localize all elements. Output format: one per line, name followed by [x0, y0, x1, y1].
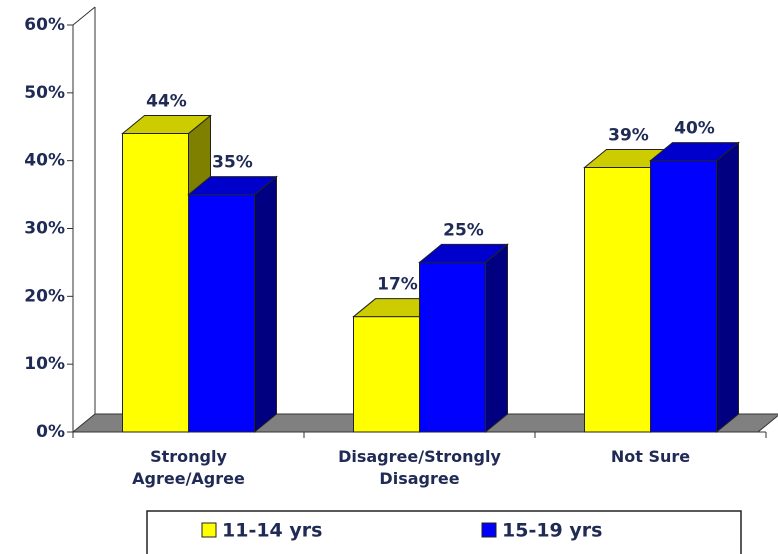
bar-top [649, 142, 740, 162]
back-wall-top [72, 6, 96, 26]
y-tick-label: 50% [24, 83, 65, 103]
value-label: 44% [146, 92, 187, 112]
bar-front [122, 133, 189, 433]
legend-swatch [201, 522, 217, 538]
bar-front [650, 160, 717, 433]
bar-side [716, 141, 739, 434]
bar-side [254, 175, 277, 434]
y-tick-label: 0% [36, 422, 65, 442]
value-label: 35% [212, 153, 253, 173]
y-tick-label: 20% [24, 286, 65, 306]
bar-top [121, 115, 212, 135]
bar-front [188, 194, 255, 433]
y-tick-label: 30% [24, 219, 65, 239]
bar-side [485, 243, 508, 434]
bar [418, 243, 509, 434]
bar [187, 175, 278, 434]
legend-box [146, 510, 742, 554]
bar-top [418, 243, 509, 263]
value-label: 39% [608, 125, 649, 145]
bar-front [584, 166, 651, 433]
bar [649, 141, 740, 434]
y-tick-label: 40% [24, 151, 65, 171]
x-tick-label: Not Sure [610, 447, 691, 466]
legend-label: 11-14 yrs [222, 520, 322, 542]
value-label: 40% [674, 119, 715, 139]
legend-swatch [481, 522, 497, 538]
bar-front [419, 261, 486, 433]
x-tick-label: Strongly Agree/Agree [132, 447, 245, 488]
y-tick-label: 60% [24, 15, 65, 35]
y-tick-label: 10% [24, 354, 65, 374]
bar-top [187, 176, 278, 196]
value-label: 25% [443, 220, 484, 240]
x-tick-label: Disagree/Strongly Disagree [338, 447, 501, 488]
value-label: 17% [377, 275, 418, 295]
bar-front [353, 316, 420, 433]
legend-label: 15-19 yrs [502, 520, 602, 542]
